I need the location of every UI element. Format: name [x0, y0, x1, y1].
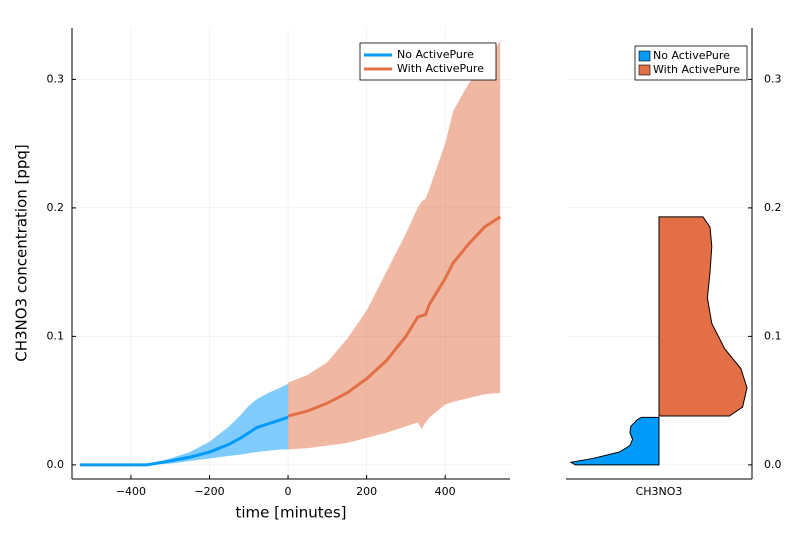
band [79, 383, 289, 465]
y-tick-label: 0.2 [764, 201, 782, 214]
y-tick-label: 0.3 [47, 72, 65, 85]
violin [658, 216, 748, 417]
violin [569, 416, 660, 466]
legend-box [359, 42, 497, 81]
legend-label: With ActivePure [397, 62, 484, 75]
y-tick-label: 0.0 [764, 458, 782, 471]
y-tick-label: 0.1 [47, 329, 65, 342]
legend-box [634, 45, 748, 81]
x-tick-label: −200 [194, 485, 224, 498]
legend-swatch [638, 64, 651, 76]
line [79, 415, 289, 467]
line [287, 215, 502, 418]
y-tick-label: 0.3 [764, 72, 782, 85]
legend-label: No ActivePure [397, 48, 474, 61]
legend-swatch [638, 50, 651, 62]
y-tick-label: 0.0 [47, 458, 65, 471]
x-tick-label: −400 [116, 485, 146, 498]
x-tick-label: 200 [356, 485, 377, 498]
y-axis-label: CH3NO3 concentration [ppq] [13, 144, 31, 362]
x-tick-label: CH3NO3 [636, 485, 683, 498]
band [288, 40, 501, 450]
y-tick-label: 0.2 [47, 201, 65, 214]
legend-label: No ActivePure [653, 49, 730, 62]
y-tick-label: 0.1 [764, 329, 782, 342]
x-axis-label: time [minutes] [235, 504, 346, 522]
x-tick-label: 0 [285, 485, 292, 498]
legend-label: With ActivePure [653, 63, 740, 76]
x-tick-label: 400 [435, 485, 456, 498]
